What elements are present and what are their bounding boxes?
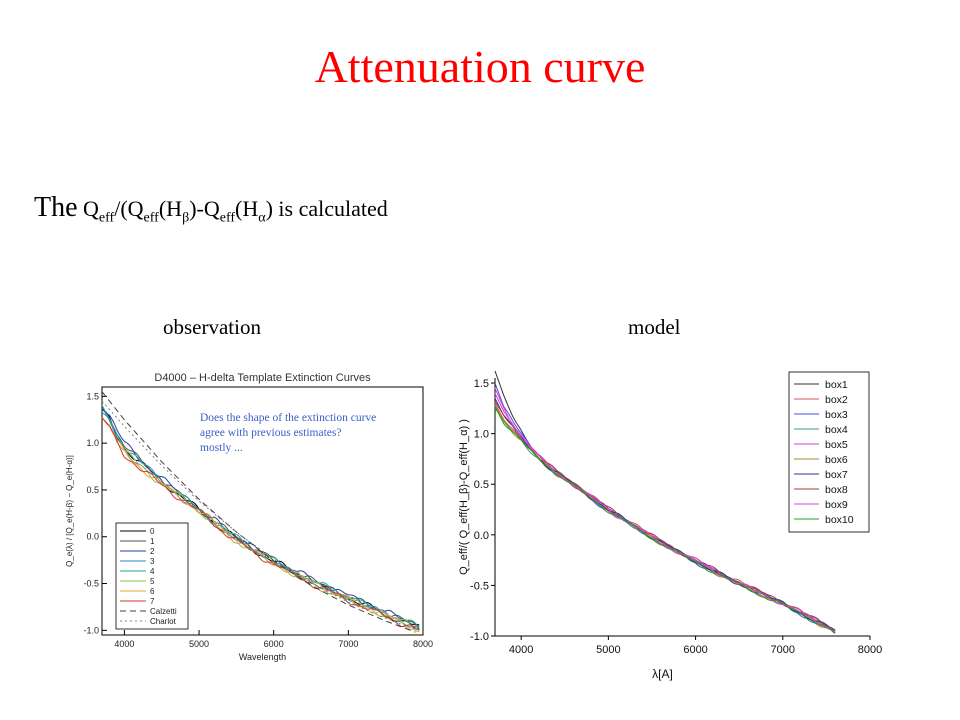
legend-label: Calzetti	[150, 607, 177, 616]
x-tick-label: 5000	[596, 644, 620, 656]
series-line-4	[101, 405, 420, 629]
annotation-line: agree with previous estimates?	[200, 427, 341, 439]
series-line-box7	[494, 397, 836, 631]
series-line-box5	[494, 392, 836, 632]
model-chart: 4000 5000 6000 7000 8000 -1.0 -0.5 0.0 0.5 1.0 1.5…	[458, 370, 882, 681]
y-tick-label: 0.0	[474, 530, 489, 542]
y-tick-label: 1.5	[474, 378, 489, 390]
series-line-box9	[494, 387, 836, 633]
legend-label: 6	[150, 587, 155, 596]
chart-title: D4000 – H-delta Template Extinction Curv…	[154, 372, 371, 384]
y-axis-label: Q_e(λ) / [Q_e(H-β) − Q_e(H-α)]	[65, 455, 74, 567]
series-line-box2	[494, 403, 836, 631]
legend-label: 4	[150, 567, 155, 576]
x-tick-label: 4000	[509, 644, 533, 656]
series-line-box10	[494, 406, 836, 632]
legend-label: box9	[825, 499, 848, 511]
series-line-box1	[494, 370, 836, 634]
x-tick-label: 8000	[413, 639, 433, 649]
series-line-box6	[494, 405, 836, 632]
y-tick-label: 0.5	[474, 479, 489, 491]
series-line-box3	[494, 382, 836, 631]
legend-label: box7	[825, 469, 848, 481]
legend-label: 1	[150, 537, 155, 546]
x-tick-label: 7000	[771, 644, 795, 656]
series-line-charlot	[101, 400, 416, 630]
caption-model: model	[628, 315, 681, 339]
legend-label: box4	[825, 424, 848, 436]
x-tick-label: 7000	[338, 639, 358, 649]
legend-label: box10	[825, 514, 854, 526]
legend-label: 0	[150, 527, 155, 536]
legend-label: 5	[150, 577, 155, 586]
x-tick-label: 4000	[114, 639, 134, 649]
legend-label: box6	[825, 454, 848, 466]
x-tick-label: 6000	[264, 639, 284, 649]
series-line-calzetti	[101, 391, 416, 633]
series-line-5	[101, 416, 420, 633]
x-tick-label: 5000	[189, 639, 209, 649]
y-tick-label: 1.5	[86, 391, 99, 401]
series-line-box4	[494, 408, 836, 633]
x-tick-label: 6000	[683, 644, 707, 656]
legend-label: 2	[150, 547, 155, 556]
y-axis-label: Q_eff/( Q_eff(H_β)-Q_eff(H_α) )	[458, 419, 470, 575]
annotation-line: mostly ...	[200, 442, 243, 454]
y-tick-label: 0.0	[86, 532, 99, 542]
y-tick-label: -1.0	[470, 631, 489, 643]
observation-chart: D4000 – H-delta Template Extinction Curv…	[65, 372, 433, 662]
series-line-7	[101, 417, 420, 631]
legend-label: Charlot	[150, 617, 177, 626]
formula-line: The Qeff/(Qeff(Hβ)-Qeff(Hα) is calculate…	[34, 192, 388, 226]
legend-label: box2	[825, 394, 848, 406]
legend-label: box3	[825, 409, 848, 421]
slide-title: Attenuation curve	[314, 41, 646, 92]
y-tick-label: 1.0	[86, 438, 99, 448]
legend-label: box1	[825, 379, 848, 391]
legend-label: 3	[150, 557, 155, 566]
legend-label: 7	[150, 597, 155, 606]
formula-rest: is calculated	[278, 196, 388, 221]
y-tick-label: 1.0	[474, 429, 489, 441]
formula-expression: Qeff/(Qeff(Hβ)-Qeff(Hα)	[83, 196, 273, 226]
y-tick-label: 0.5	[86, 485, 99, 495]
x-tick-label: 8000	[858, 644, 882, 656]
caption-observation: observation	[163, 315, 261, 339]
x-axis-label: λ[A]	[652, 667, 673, 681]
annotation-line: Does the shape of the extinction curve	[200, 412, 376, 424]
formula-lead: The	[34, 192, 78, 223]
y-tick-label: -0.5	[470, 580, 489, 592]
legend-label: box8	[825, 484, 848, 496]
legend-label: box5	[825, 439, 848, 451]
y-tick-label: -1.0	[83, 625, 99, 635]
series-line-box8	[494, 401, 836, 631]
y-tick-label: -0.5	[83, 579, 99, 589]
x-axis-label: Wavelength	[239, 652, 286, 662]
